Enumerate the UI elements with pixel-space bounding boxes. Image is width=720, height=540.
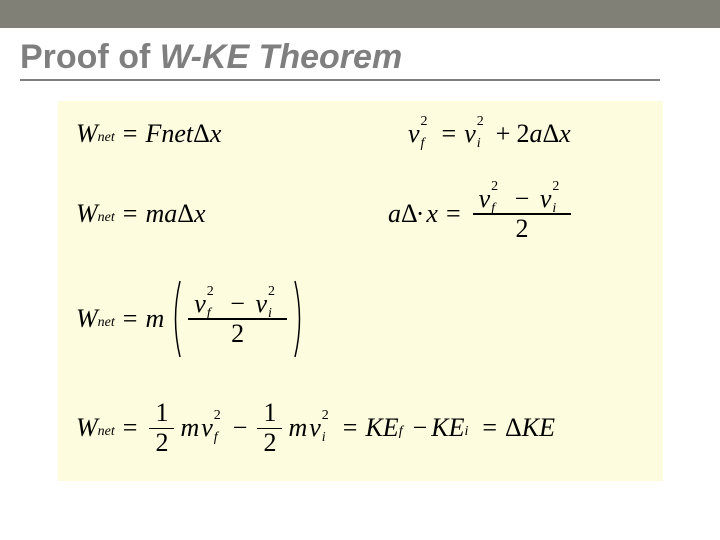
num-2: 2 bbox=[516, 119, 529, 149]
sym-v: v bbox=[408, 119, 420, 148]
sup-2: 2 bbox=[477, 115, 484, 129]
sym-eq: = bbox=[482, 413, 497, 443]
eq-final-line: Wnet = 1 2 m v2f − 1 2 m v2i = KEf − KEi… bbox=[76, 399, 555, 458]
sym-x: x bbox=[194, 199, 206, 229]
sub-net: net bbox=[98, 424, 115, 440]
sym-eq: = bbox=[442, 119, 457, 149]
proof-math-box: Wnet = FnetΔx v2f = v2i + 2aΔx Wnet = ma… bbox=[58, 101, 663, 481]
sup-2: 2 bbox=[421, 115, 428, 129]
sym-minus: − bbox=[413, 413, 428, 443]
sym-eq: = bbox=[343, 413, 358, 443]
sym-eq: = bbox=[123, 304, 138, 334]
sym-KE: KE bbox=[431, 413, 464, 443]
equation-row-1: Wnet = FnetΔx v2f = v2i + 2aΔx bbox=[58, 119, 663, 149]
sub-f: f bbox=[214, 431, 218, 445]
sym-minus: − bbox=[230, 289, 245, 318]
sym-v: v bbox=[255, 289, 267, 318]
equation-row-2: Wnet = maΔx aΔ·x = v2f − v2i 2 bbox=[58, 199, 663, 229]
sym-minus: − bbox=[515, 184, 530, 213]
frac-vf2-vi2-over-2: v2f − v2i 2 bbox=[473, 185, 572, 244]
eq-wnet-fnetdx: Wnet = FnetΔx bbox=[76, 119, 221, 149]
sup-2: 2 bbox=[552, 180, 559, 194]
sym-W: W bbox=[76, 199, 98, 229]
sub-i: i bbox=[268, 307, 272, 321]
sym-W: W bbox=[76, 413, 98, 443]
top-accent-bar bbox=[0, 0, 720, 28]
sym-m: m bbox=[180, 413, 199, 443]
title-prefix: Proof of bbox=[20, 38, 160, 76]
sub-net: net bbox=[98, 210, 115, 226]
sub-f: f bbox=[207, 307, 211, 321]
den-2: 2 bbox=[510, 215, 535, 244]
sym-plus: + bbox=[496, 119, 511, 149]
sym-x: x bbox=[559, 119, 571, 149]
sym-delta: Δ bbox=[177, 199, 194, 229]
equation-row-3: Wnet = m v2f − v2i 2 bbox=[58, 279, 663, 359]
sym-eq: = bbox=[123, 413, 138, 443]
large-paren: v2f − v2i 2 bbox=[168, 279, 307, 359]
sym-m: m bbox=[145, 304, 164, 334]
num-1: 1 bbox=[149, 399, 174, 428]
sym-eq: = bbox=[123, 119, 138, 149]
sym-v: v bbox=[201, 413, 213, 442]
sym-x: x bbox=[210, 119, 222, 149]
sub-f: f bbox=[399, 424, 403, 440]
frac-half-2: 1 2 bbox=[257, 399, 282, 458]
sup-2: 2 bbox=[491, 180, 498, 194]
sup-2: 2 bbox=[268, 285, 275, 299]
sym-a: a bbox=[388, 199, 401, 229]
den-2: 2 bbox=[257, 429, 282, 458]
sub-i: i bbox=[477, 137, 481, 151]
sym-a: a bbox=[529, 119, 542, 149]
sym-delta: Δ bbox=[193, 119, 210, 149]
sym-eq: = bbox=[446, 199, 461, 229]
sub-net: net bbox=[98, 315, 115, 331]
sym-m: m bbox=[145, 199, 164, 229]
sub-f: f bbox=[421, 137, 425, 151]
sym-v: v bbox=[194, 289, 206, 318]
sup-2: 2 bbox=[322, 409, 329, 423]
sub-i: i bbox=[464, 424, 468, 440]
equation-row-4: Wnet = 1 2 m v2f − 1 2 m v2i = KEf − KEi… bbox=[58, 399, 663, 458]
num-1: 1 bbox=[257, 399, 282, 428]
sym-minus: − bbox=[233, 413, 248, 443]
sup-2: 2 bbox=[207, 285, 214, 299]
sym-KE: KE bbox=[365, 413, 398, 443]
paren-right-icon bbox=[293, 279, 307, 359]
sym-a: a bbox=[164, 199, 177, 229]
sub-i: i bbox=[552, 202, 556, 216]
sym-F: F bbox=[145, 119, 161, 149]
sym-W: W bbox=[76, 119, 98, 149]
frac-inside-paren: v2f − v2i 2 bbox=[188, 290, 287, 349]
sym-eq: = bbox=[123, 199, 138, 229]
sym-dot: · bbox=[416, 199, 425, 229]
sub-f: f bbox=[491, 202, 495, 216]
eq-wnet-madx: Wnet = maΔx bbox=[76, 199, 206, 229]
den-2: 2 bbox=[225, 320, 250, 349]
sym-delta: Δ bbox=[542, 119, 559, 149]
title-underline bbox=[20, 79, 660, 81]
title-italic: W-KE Theorem bbox=[160, 38, 402, 76]
paren-left-icon bbox=[168, 279, 182, 359]
eq-adx-frac: aΔ·x = v2f − v2i 2 bbox=[388, 185, 575, 244]
sup-2: 2 bbox=[214, 409, 221, 423]
sym-v: v bbox=[540, 184, 552, 213]
sym-v: v bbox=[479, 184, 491, 213]
sym-v: v bbox=[464, 119, 476, 148]
eq-wnet-m-paren: Wnet = m v2f − v2i 2 bbox=[76, 279, 307, 359]
sym-W: W bbox=[76, 304, 98, 334]
sym-KE: KE bbox=[522, 413, 555, 443]
den-2: 2 bbox=[149, 429, 174, 458]
page-title: Proof of W-KE Theorem bbox=[0, 28, 720, 79]
sym-m: m bbox=[288, 413, 307, 443]
frac-half-1: 1 2 bbox=[149, 399, 174, 458]
eq-vf2-vi2-2adx: v2f = v2i + 2aΔx bbox=[408, 119, 571, 149]
text-net: net bbox=[161, 119, 193, 149]
sub-i: i bbox=[322, 431, 326, 445]
sub-net: net bbox=[98, 130, 115, 146]
sym-delta: Δ bbox=[505, 413, 522, 443]
sym-v: v bbox=[309, 413, 321, 442]
sym-x: x bbox=[426, 199, 438, 229]
